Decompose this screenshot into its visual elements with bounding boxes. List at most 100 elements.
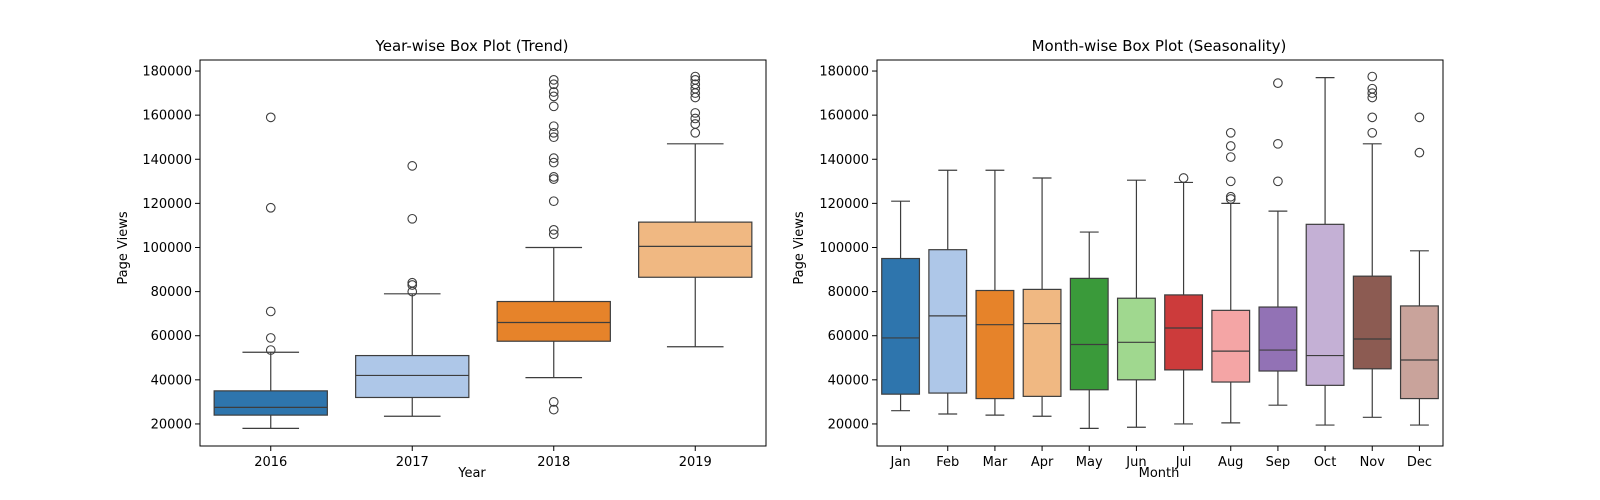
y-tick-label: 20000 bbox=[151, 417, 192, 432]
y-tick-label: 100000 bbox=[142, 241, 192, 256]
outlier-point bbox=[1225, 152, 1236, 162]
y-tick-label: 80000 bbox=[828, 285, 869, 300]
plot-area: 20000 40000 60000 80000 100000 120000 140000 16… bbox=[142, 65, 753, 470]
outlier-point bbox=[548, 229, 559, 240]
outlier-point bbox=[265, 202, 276, 213]
box-May bbox=[1069, 277, 1109, 391]
box-Oct bbox=[1305, 223, 1345, 386]
x-tick-label: 2018 bbox=[537, 455, 570, 470]
outlier-point bbox=[1178, 173, 1189, 183]
x-tick-label: May bbox=[1076, 455, 1103, 470]
outlier-point bbox=[407, 161, 418, 171]
outlier-point bbox=[548, 196, 559, 207]
year-wise-chart: Year-wise Box Plot (Trend) Year Page Vie… bbox=[116, 37, 767, 481]
outlier-point bbox=[548, 224, 559, 235]
x-tick-label: 2016 bbox=[254, 455, 287, 470]
outlier-point bbox=[1273, 176, 1283, 187]
y-tick-label: 120000 bbox=[142, 197, 192, 212]
outlier-point bbox=[690, 108, 701, 118]
outlier-point bbox=[548, 75, 559, 85]
box-Sep bbox=[1258, 306, 1298, 372]
y-tick-label: 40000 bbox=[151, 373, 192, 388]
y-tick-label: 60000 bbox=[828, 329, 869, 344]
x-tick-label: Nov bbox=[1360, 455, 1386, 470]
outlier-point bbox=[1225, 191, 1236, 202]
y-tick-label: 140000 bbox=[819, 153, 869, 168]
outlier-point bbox=[548, 91, 559, 102]
x-tick-label: Apr bbox=[1031, 455, 1054, 470]
outlier-point bbox=[407, 277, 418, 288]
outlier-point bbox=[1367, 83, 1378, 94]
outlier-point bbox=[1367, 71, 1378, 82]
y-tick-label: 40000 bbox=[828, 373, 869, 388]
x-axis-label: Year bbox=[457, 466, 486, 481]
outlier-point bbox=[1225, 176, 1236, 187]
outlier-point bbox=[548, 132, 559, 143]
x-tick-label: 2019 bbox=[679, 455, 712, 470]
box-Aug bbox=[1211, 309, 1251, 383]
outlier-point bbox=[1273, 78, 1283, 89]
y-axis-label: Page Views bbox=[792, 211, 807, 284]
outlier-point bbox=[407, 213, 418, 224]
outlier-point bbox=[265, 306, 276, 317]
x-tick-label: Jan bbox=[890, 455, 911, 470]
outlier-point bbox=[1367, 112, 1378, 123]
box-Feb bbox=[928, 249, 968, 394]
outlier-point bbox=[548, 87, 559, 97]
y-tick-label: 80000 bbox=[151, 285, 192, 300]
chart-title: Month-wise Box Plot (Seasonality) bbox=[1032, 37, 1287, 55]
outlier-point bbox=[1225, 141, 1236, 151]
x-tick-label: Mar bbox=[983, 455, 1008, 470]
outlier-point bbox=[548, 101, 559, 112]
outlier-point bbox=[548, 153, 559, 164]
outlier-point bbox=[1273, 138, 1283, 149]
chart-title: Year-wise Box Plot (Trend) bbox=[375, 37, 569, 55]
x-tick-label: Oct bbox=[1314, 455, 1336, 470]
outlier-point bbox=[690, 75, 701, 85]
y-tick-label: 180000 bbox=[142, 65, 192, 80]
box-Mar bbox=[975, 289, 1015, 400]
outlier-point bbox=[1225, 127, 1236, 138]
outlier-point bbox=[265, 333, 276, 343]
y-tick-label: 160000 bbox=[142, 109, 192, 124]
y-tick-label: 160000 bbox=[819, 109, 869, 124]
y-tick-label: 180000 bbox=[819, 65, 869, 80]
y-tick-label: 100000 bbox=[819, 241, 869, 256]
y-axis-label: Page Views bbox=[116, 211, 131, 284]
axes-frame bbox=[199, 59, 767, 447]
y-tick-label: 120000 bbox=[819, 197, 869, 212]
outlier-point bbox=[690, 113, 701, 124]
box-2017 bbox=[355, 354, 470, 399]
axes-frame bbox=[876, 59, 1444, 447]
box-Nov bbox=[1352, 275, 1392, 370]
box-Dec bbox=[1399, 305, 1439, 400]
outlier-point bbox=[690, 79, 701, 90]
plot-area: 20000 40000 60000 80000 100000 120000 140000 16… bbox=[819, 65, 1439, 470]
x-tick-label: Jul bbox=[1175, 455, 1192, 470]
x-axis-label: Month bbox=[1139, 466, 1180, 481]
box-2019 bbox=[638, 221, 753, 278]
outlier-point bbox=[548, 127, 559, 138]
x-tick-label: Feb bbox=[936, 455, 959, 470]
outlier-point bbox=[690, 119, 701, 129]
box-Apr bbox=[1022, 288, 1062, 397]
x-tick-label: Jun bbox=[1125, 455, 1146, 470]
box-2016 bbox=[213, 390, 328, 416]
outlier-point bbox=[690, 71, 701, 82]
outlier-point bbox=[548, 79, 559, 90]
outlier-point bbox=[548, 172, 559, 182]
box-2018 bbox=[496, 300, 611, 342]
outlier-point bbox=[1367, 127, 1378, 138]
outlier-point bbox=[548, 404, 559, 415]
x-tick-label: Dec bbox=[1407, 455, 1432, 470]
y-tick-label: 140000 bbox=[142, 153, 192, 168]
outlier-point bbox=[548, 397, 559, 407]
outlier-point bbox=[548, 121, 559, 132]
outlier-point bbox=[548, 157, 559, 168]
outlier-point bbox=[265, 345, 276, 355]
box-Jul bbox=[1164, 294, 1204, 371]
x-tick-label: Aug bbox=[1218, 455, 1243, 470]
outlier-point bbox=[265, 112, 276, 123]
outlier-point bbox=[1414, 147, 1425, 158]
